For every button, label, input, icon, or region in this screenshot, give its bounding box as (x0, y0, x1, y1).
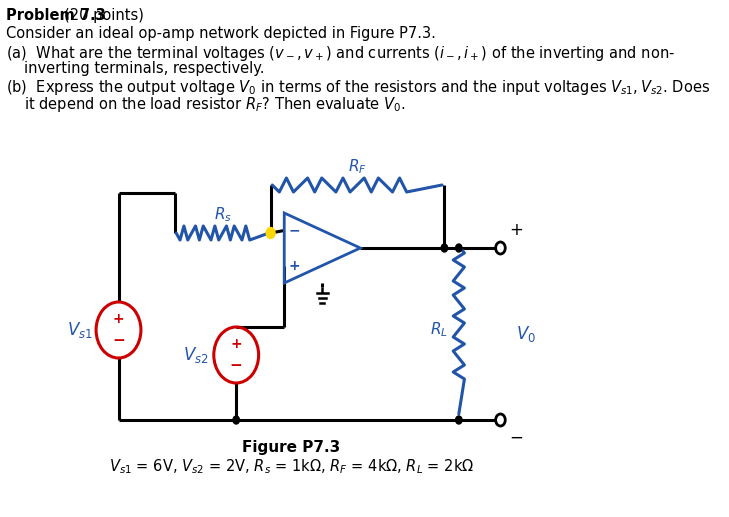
Text: Consider an ideal op-amp network depicted in Figure P7.3.: Consider an ideal op-amp network depicte… (7, 26, 436, 41)
Text: $V_{s1}$ = 6V, $V_{s2}$ = 2V, $R_s$ = 1k$\Omega$, $R_F$ = 4k$\Omega$, $R_L$ = 2k: $V_{s1}$ = 6V, $V_{s2}$ = 2V, $R_s$ = 1k… (109, 457, 474, 476)
Text: +: + (510, 221, 523, 239)
Text: inverting terminals, respectively.: inverting terminals, respectively. (24, 61, 265, 76)
Circle shape (496, 414, 505, 426)
Text: $R_s$: $R_s$ (214, 206, 232, 224)
Text: (b)  Express the output voltage $V_0$ in terms of the resistors and the input vo: (b) Express the output voltage $V_0$ in … (7, 78, 711, 97)
Text: −: − (230, 358, 243, 373)
Text: (a)  What are the terminal voltages ($v_-,v_+$) and currents ($i_-,i_+$) of the : (a) What are the terminal voltages ($v_-… (7, 44, 675, 63)
Circle shape (496, 242, 505, 254)
Text: it depend on the load resistor $R_F$? Then evaluate $V_0$.: it depend on the load resistor $R_F$? Th… (24, 95, 406, 114)
Text: −: − (288, 223, 300, 237)
Text: $R_L$: $R_L$ (430, 321, 448, 339)
Text: −: − (510, 429, 523, 447)
Text: Figure P7.3: Figure P7.3 (242, 440, 340, 455)
Text: (20 points): (20 points) (64, 8, 144, 23)
Circle shape (233, 416, 239, 424)
Text: +: + (113, 312, 125, 326)
Text: $V_{s2}$: $V_{s2}$ (183, 345, 209, 365)
Circle shape (456, 416, 462, 424)
Text: $V_{s1}$: $V_{s1}$ (67, 320, 93, 340)
Text: $V_0$: $V_0$ (516, 324, 536, 344)
Text: $R_F$: $R_F$ (348, 158, 367, 176)
Text: Problem 7.3: Problem 7.3 (7, 8, 106, 23)
Circle shape (266, 227, 275, 238)
Text: +: + (230, 338, 242, 352)
Circle shape (441, 244, 448, 252)
Text: −: − (112, 333, 125, 348)
Text: +: + (288, 258, 300, 272)
Circle shape (456, 244, 462, 252)
